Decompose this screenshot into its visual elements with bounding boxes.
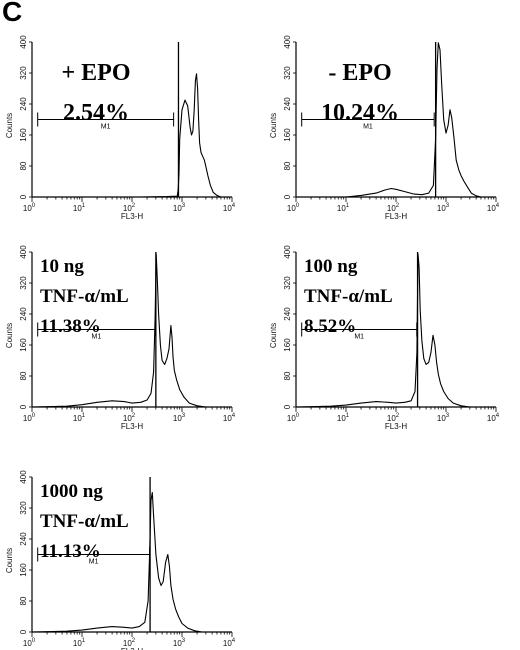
x-axis-title: FL3-H — [121, 647, 143, 650]
y-tick-label: 80 — [19, 371, 28, 380]
x-tick-label: 104 — [223, 203, 236, 213]
x-tick-label: 100 — [287, 413, 300, 423]
y-tick-label: 80 — [283, 161, 292, 170]
x-tick-label: 101 — [337, 203, 350, 213]
y-tick-label: 0 — [19, 629, 28, 634]
marker-label: M1 — [101, 124, 111, 131]
x-tick-label: 100 — [23, 203, 36, 213]
x-tick-label: 104 — [223, 413, 236, 423]
x-tick-label: 100 — [23, 638, 36, 648]
y-axis-title: Counts — [5, 548, 14, 573]
annotation-text: - EPO — [328, 60, 391, 86]
figure-panel-letter: C — [2, 0, 23, 27]
x-axis-title: FL3-H — [385, 212, 407, 221]
y-tick-label: 240 — [19, 307, 28, 321]
x-tick-label: 101 — [73, 638, 86, 648]
x-axis-title: FL3-H — [385, 422, 407, 431]
y-tick-label: 400 — [19, 245, 28, 259]
marker-label: M1 — [363, 124, 373, 131]
x-tick-label: 102 — [123, 203, 136, 213]
y-tick-label: 240 — [283, 307, 292, 321]
marker-label: M1 — [89, 559, 99, 566]
x-tick-label: 102 — [387, 413, 400, 423]
y-tick-label: 0 — [19, 194, 28, 199]
x-tick-label: 101 — [73, 413, 86, 423]
marker-label: M1 — [92, 334, 102, 341]
marker-label: M1 — [354, 334, 364, 341]
x-axis-title: FL3-H — [121, 422, 143, 431]
annotation-text: 1000 ng — [40, 481, 103, 502]
y-tick-label: 320 — [19, 276, 28, 290]
histogram-panel-epo-plus: 0 80 160 240 320 400 Counts 100 101 102 103 104 FL3-… — [5, 35, 236, 221]
y-tick-label: 160 — [19, 563, 28, 577]
y-tick-label: 240 — [19, 532, 28, 546]
y-tick-label: 160 — [283, 128, 292, 142]
x-tick-label: 103 — [437, 413, 450, 423]
histogram-panel-tnf-1000ng: 0 80 160 240 320 400 Counts 100 101 102 103 104 FL3-… — [5, 470, 236, 650]
histogram-trace — [32, 73, 222, 198]
x-axis-title: FL3-H — [121, 212, 143, 221]
y-tick-label: 240 — [19, 97, 28, 111]
y-tick-label: 320 — [283, 66, 292, 80]
y-tick-label: 400 — [19, 470, 28, 484]
y-tick-label: 240 — [283, 97, 292, 111]
histogram-trace — [295, 253, 470, 408]
y-tick-label: 0 — [19, 404, 28, 409]
annotation-text: TNF-α/mL — [304, 286, 393, 307]
x-tick-label: 102 — [123, 413, 136, 423]
histogram-trace — [31, 491, 202, 633]
y-tick-label: 400 — [283, 245, 292, 259]
y-tick-label: 400 — [19, 35, 28, 49]
x-tick-label: 102 — [387, 203, 400, 213]
x-tick-label: 104 — [487, 203, 500, 213]
x-tick-label: 103 — [437, 203, 450, 213]
histogram-trace — [31, 253, 206, 408]
x-tick-label: 102 — [123, 638, 136, 648]
annotation-text: TNF-α/mL — [40, 511, 129, 532]
y-tick-label: 320 — [19, 66, 28, 80]
y-axis-title: Counts — [269, 323, 278, 348]
x-tick-label: 101 — [337, 413, 350, 423]
x-tick-label: 103 — [173, 413, 186, 423]
y-axis-title: Counts — [5, 113, 14, 138]
annotation-text: 2.54% — [63, 100, 129, 126]
histogram-panel-epo-minus: 0 80 160 240 320 400 Counts 100 101 102 103 104 FL3-… — [269, 35, 500, 221]
y-tick-label: 0 — [283, 194, 292, 199]
annotation-text: 10.24% — [321, 100, 399, 126]
y-tick-label: 160 — [283, 338, 292, 352]
y-tick-label: 80 — [19, 596, 28, 605]
x-tick-label: 103 — [173, 203, 186, 213]
y-tick-label: 320 — [19, 501, 28, 515]
histogram-panel-tnf-10ng: 0 80 160 240 320 400 Counts 100 101 102 103 104 FL3-… — [5, 245, 236, 431]
y-axis-title: Counts — [269, 113, 278, 138]
y-tick-label: 160 — [19, 338, 28, 352]
y-tick-label: 80 — [19, 161, 28, 170]
y-tick-label: 80 — [283, 371, 292, 380]
y-tick-label: 0 — [283, 404, 292, 409]
histogram-panel-tnf-100ng: 0 80 160 240 320 400 Counts 100 101 102 103 104 FL3-… — [269, 245, 500, 431]
annotation-text: TNF-α/mL — [40, 286, 129, 307]
y-axis-title: Counts — [5, 323, 14, 348]
y-tick-label: 160 — [19, 128, 28, 142]
x-tick-label: 100 — [23, 413, 36, 423]
x-tick-label: 104 — [487, 413, 500, 423]
y-tick-label: 400 — [283, 35, 292, 49]
annotation-text: 11.38% — [40, 316, 101, 337]
y-tick-label: 320 — [283, 276, 292, 290]
x-tick-label: 101 — [73, 203, 86, 213]
x-tick-label: 104 — [223, 638, 236, 648]
x-tick-label: 100 — [287, 203, 300, 213]
annotation-text: 10 ng — [40, 256, 84, 277]
annotation-text: 11.13% — [40, 541, 101, 562]
annotation-text: 8.52% — [304, 316, 356, 337]
annotation-text: + EPO — [61, 60, 130, 86]
x-tick-label: 103 — [173, 638, 186, 648]
annotation-text: 100 ng — [304, 256, 358, 277]
histogram-trace — [296, 42, 482, 198]
